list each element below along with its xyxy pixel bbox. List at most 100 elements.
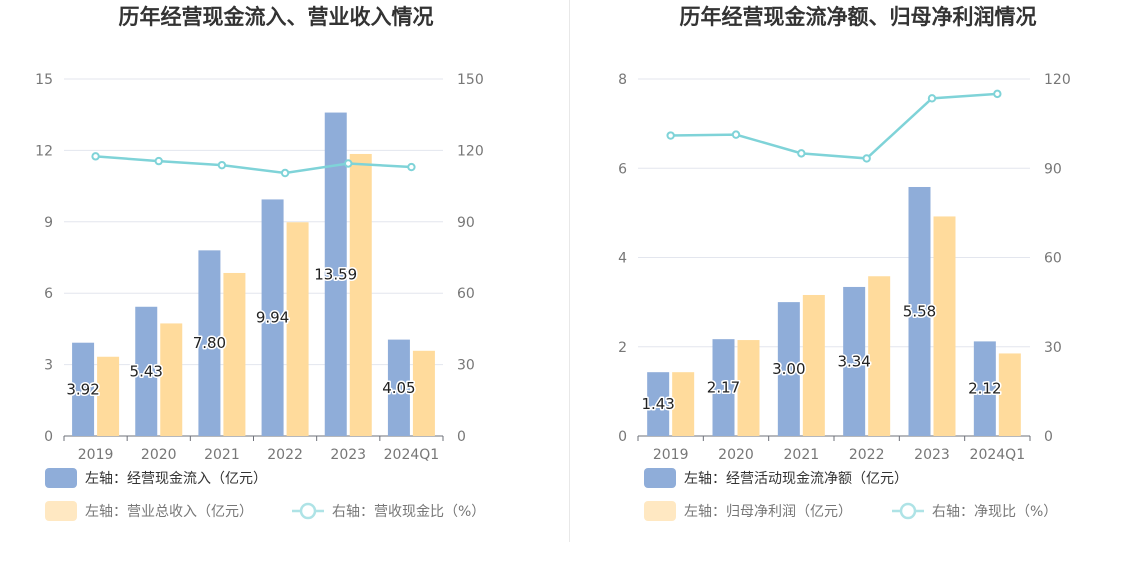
y-left-tick-label: 0	[618, 429, 627, 445]
x-tick-label: 2021	[784, 447, 820, 463]
bar-series-1	[387, 339, 410, 436]
bar-data-label: 5.43	[130, 362, 163, 380]
y-right-tick-label: 120	[457, 143, 484, 159]
bar-series-2	[672, 372, 695, 436]
bar-series-2	[349, 153, 372, 436]
x-tick-label: 2024Q1	[384, 447, 440, 463]
bar-series-2	[998, 353, 1021, 436]
bar-series-1	[908, 186, 931, 436]
bar-series-2	[933, 216, 956, 436]
x-tick-label: 2022	[849, 447, 885, 463]
legend-item-1: 左轴：经营活动现金流净额（亿元）	[644, 468, 908, 488]
bar-series-2	[412, 350, 435, 436]
bar-series-2	[286, 222, 309, 436]
x-tick-label: 2021	[204, 447, 240, 463]
x-tick-label: 2020	[141, 447, 177, 463]
bar-series-1	[712, 339, 735, 436]
bar-series-1	[973, 341, 996, 436]
line-point	[280, 168, 290, 178]
bar-series-1	[198, 250, 221, 436]
x-tick-label: 2019	[653, 447, 689, 463]
legend-item-3: 右轴：营收现金比（%）	[292, 502, 485, 520]
legend-swatch	[644, 501, 676, 521]
x-tick-label: 2022	[267, 447, 303, 463]
legend-marker	[899, 502, 917, 520]
y-left-tick-label: 3	[44, 358, 53, 374]
y-left-tick-label: 8	[618, 72, 627, 88]
bar-data-label: 2.12	[968, 380, 1001, 398]
panel-divider	[569, 0, 570, 542]
bar-series-2	[223, 272, 246, 436]
legend-label: 左轴：经营活动现金流净额（亿元）	[684, 471, 908, 487]
y-right-tick-label: 90	[457, 215, 475, 231]
line-point	[91, 152, 100, 161]
legend-item-1: 左轴：经营现金流入（亿元）	[45, 468, 267, 488]
bar-data-label: 3.92	[66, 380, 99, 398]
line-point	[344, 159, 353, 168]
y-left-tick-label: 4	[618, 251, 627, 267]
bar-series-2	[160, 323, 183, 436]
x-tick-label: 2023	[914, 447, 950, 463]
y-right-tick-label: 120	[1044, 72, 1071, 88]
y-right-tick-label: 150	[457, 72, 484, 88]
line-series	[95, 155, 412, 175]
chart-title: 历年经营现金流净额、归母净利润情况	[680, 5, 1037, 29]
y-left-tick-label: 6	[44, 286, 53, 302]
line-point	[217, 160, 227, 170]
line-point	[731, 130, 741, 139]
bar-series-2	[737, 340, 760, 436]
bar-data-label: 9.94	[256, 309, 289, 327]
bar-series-1	[135, 306, 158, 436]
y-left-tick-label: 2	[618, 340, 627, 356]
chart-panel-1: 历年经营现金流入、营业收入情况0369121503060901201502019…	[35, 5, 485, 521]
bar-data-label: 5.58	[903, 302, 936, 320]
line-point	[407, 162, 416, 172]
bar-data-label: 13.59	[314, 265, 357, 283]
y-left-tick-label: 6	[618, 161, 627, 177]
bar-series-1	[777, 302, 800, 436]
y-left-tick-label: 12	[35, 143, 53, 159]
bar-series-1	[261, 199, 284, 436]
legend-item-2: 左轴：归母净利润（亿元）	[644, 501, 852, 521]
y-left-tick-label: 9	[44, 215, 53, 231]
line-point	[862, 154, 871, 163]
legend-label: 左轴：归母净利润（亿元）	[684, 503, 852, 520]
y-right-tick-label: 60	[457, 286, 475, 302]
legend-marker	[299, 502, 317, 520]
bar-series-1	[843, 286, 866, 436]
bar-series-2	[868, 276, 891, 436]
x-tick-label: 2023	[330, 447, 366, 463]
y-right-tick-label: 0	[1044, 429, 1053, 445]
y-right-tick-label: 90	[1044, 161, 1062, 177]
legend-item-2: 左轴：营业总收入（亿元）	[45, 501, 253, 521]
line-point	[666, 131, 675, 140]
bar-data-label: 7.80	[193, 334, 226, 352]
line-point	[797, 149, 806, 158]
bar-data-label: 3.34	[837, 352, 870, 370]
line-series	[670, 92, 998, 160]
y-left-tick-label: 0	[44, 429, 53, 445]
bar-series-1	[647, 372, 670, 436]
x-tick-label: 2019	[78, 447, 114, 463]
legend-label: 右轴：营收现金比（%）	[332, 504, 485, 520]
legend-item-3: 右轴：净现比（%）	[892, 502, 1057, 520]
legend-swatch	[45, 468, 77, 488]
bar-data-label: 2.17	[707, 379, 740, 397]
line-point	[993, 89, 1002, 99]
line-point	[154, 156, 163, 166]
x-tick-label: 2020	[718, 447, 754, 463]
line-point	[927, 94, 937, 103]
bar-series-2	[802, 294, 825, 436]
chart-panel-2: 历年经营现金流净额、归母净利润情况 0 2 4 6 8 0 30 60 90 120 2019 2020…	[618, 5, 1071, 521]
y-right-tick-label: 30	[1044, 340, 1062, 356]
bar-series-2	[97, 356, 120, 436]
y-right-tick-label: 60	[1044, 251, 1062, 267]
y-right-tick-label: 30	[457, 358, 475, 374]
bar-data-label: 4.05	[382, 379, 415, 397]
bar-series-1	[72, 342, 95, 436]
y-left-tick-label: 15	[35, 72, 53, 88]
bar-data-label: 1.43	[641, 395, 674, 413]
legend-label: 右轴：净现比（%）	[932, 504, 1057, 520]
